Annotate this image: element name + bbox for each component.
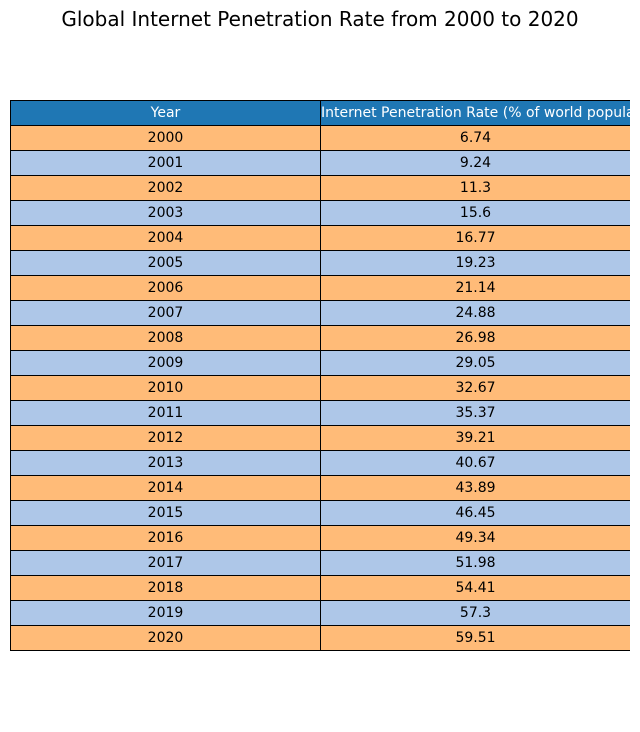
cell-penetration-rate: 9.24 (320, 150, 630, 176)
cell-penetration-rate: 59.51 (320, 625, 630, 651)
table-row: 2016 49.34 (10, 525, 630, 551)
cell-year: 2013 (10, 450, 321, 476)
cell-penetration-rate: 43.89 (320, 475, 630, 501)
cell-year: 2009 (10, 350, 321, 376)
data-table-container: Year Internet Penetration Rate (% of wor… (10, 100, 630, 651)
cell-penetration-rate: 29.05 (320, 350, 630, 376)
cell-penetration-rate: 35.37 (320, 400, 630, 426)
table-row: 2013 40.67 (10, 450, 630, 476)
cell-year: 2004 (10, 225, 321, 251)
table-row: 2003 15.6 (10, 200, 630, 226)
cell-penetration-rate: 40.67 (320, 450, 630, 476)
table-body: 2000 6.74 2001 9.24 2002 11.3 2003 15.6 2004 16.7… (10, 125, 630, 651)
cell-year: 2015 (10, 500, 321, 526)
column-header-year: Year (10, 100, 321, 126)
column-header-rate: Internet Penetration Rate (% of world po… (320, 100, 630, 126)
cell-year: 2017 (10, 550, 321, 576)
cell-penetration-rate: 6.74 (320, 125, 630, 151)
cell-penetration-rate: 15.6 (320, 200, 630, 226)
cell-penetration-rate: 51.98 (320, 550, 630, 576)
cell-year: 2005 (10, 250, 321, 276)
table-row: 2002 11.3 (10, 175, 630, 201)
table-row: 2011 35.37 (10, 400, 630, 426)
cell-penetration-rate: 21.14 (320, 275, 630, 301)
cell-year: 2018 (10, 575, 321, 601)
table-row: 2015 46.45 (10, 500, 630, 526)
cell-year: 2002 (10, 175, 321, 201)
table-row: 2017 51.98 (10, 550, 630, 576)
table-row: 2007 24.88 (10, 300, 630, 326)
cell-year: 2007 (10, 300, 321, 326)
cell-year: 2001 (10, 150, 321, 176)
table-row: 2019 57.3 (10, 600, 630, 626)
cell-penetration-rate: 54.41 (320, 575, 630, 601)
cell-year: 2014 (10, 475, 321, 501)
table-row: 2000 6.74 (10, 125, 630, 151)
cell-year: 2016 (10, 525, 321, 551)
table-row: 2014 43.89 (10, 475, 630, 501)
cell-year: 2012 (10, 425, 321, 451)
cell-penetration-rate: 26.98 (320, 325, 630, 351)
table-row: 2018 54.41 (10, 575, 630, 601)
data-table: Year Internet Penetration Rate (% of wor… (10, 100, 630, 651)
table-row: 2005 19.23 (10, 250, 630, 276)
cell-year: 2019 (10, 600, 321, 626)
cell-year: 2006 (10, 275, 321, 301)
table-row: 2006 21.14 (10, 275, 630, 301)
table-row: 2004 16.77 (10, 225, 630, 251)
table-row: 2008 26.98 (10, 325, 630, 351)
cell-year: 2020 (10, 625, 321, 651)
cell-penetration-rate: 11.3 (320, 175, 630, 201)
cell-penetration-rate: 24.88 (320, 300, 630, 326)
table-row: 2001 9.24 (10, 150, 630, 176)
cell-penetration-rate: 39.21 (320, 425, 630, 451)
table-row: 2009 29.05 (10, 350, 630, 376)
cell-year: 2010 (10, 375, 321, 401)
cell-penetration-rate: 16.77 (320, 225, 630, 251)
cell-year: 2011 (10, 400, 321, 426)
cell-penetration-rate: 32.67 (320, 375, 630, 401)
cell-penetration-rate: 49.34 (320, 525, 630, 551)
cell-year: 2000 (10, 125, 321, 151)
table-header-row: Year Internet Penetration Rate (% of wor… (10, 100, 630, 126)
cell-penetration-rate: 19.23 (320, 250, 630, 276)
table-row: 2020 59.51 (10, 625, 630, 651)
chart-title: Global Internet Penetration Rate from 20… (61, 7, 579, 31)
cell-penetration-rate: 57.3 (320, 600, 630, 626)
table-row: 2012 39.21 (10, 425, 630, 451)
cell-year: 2003 (10, 200, 321, 226)
cell-year: 2008 (10, 325, 321, 351)
cell-penetration-rate: 46.45 (320, 500, 630, 526)
table-row: 2010 32.67 (10, 375, 630, 401)
